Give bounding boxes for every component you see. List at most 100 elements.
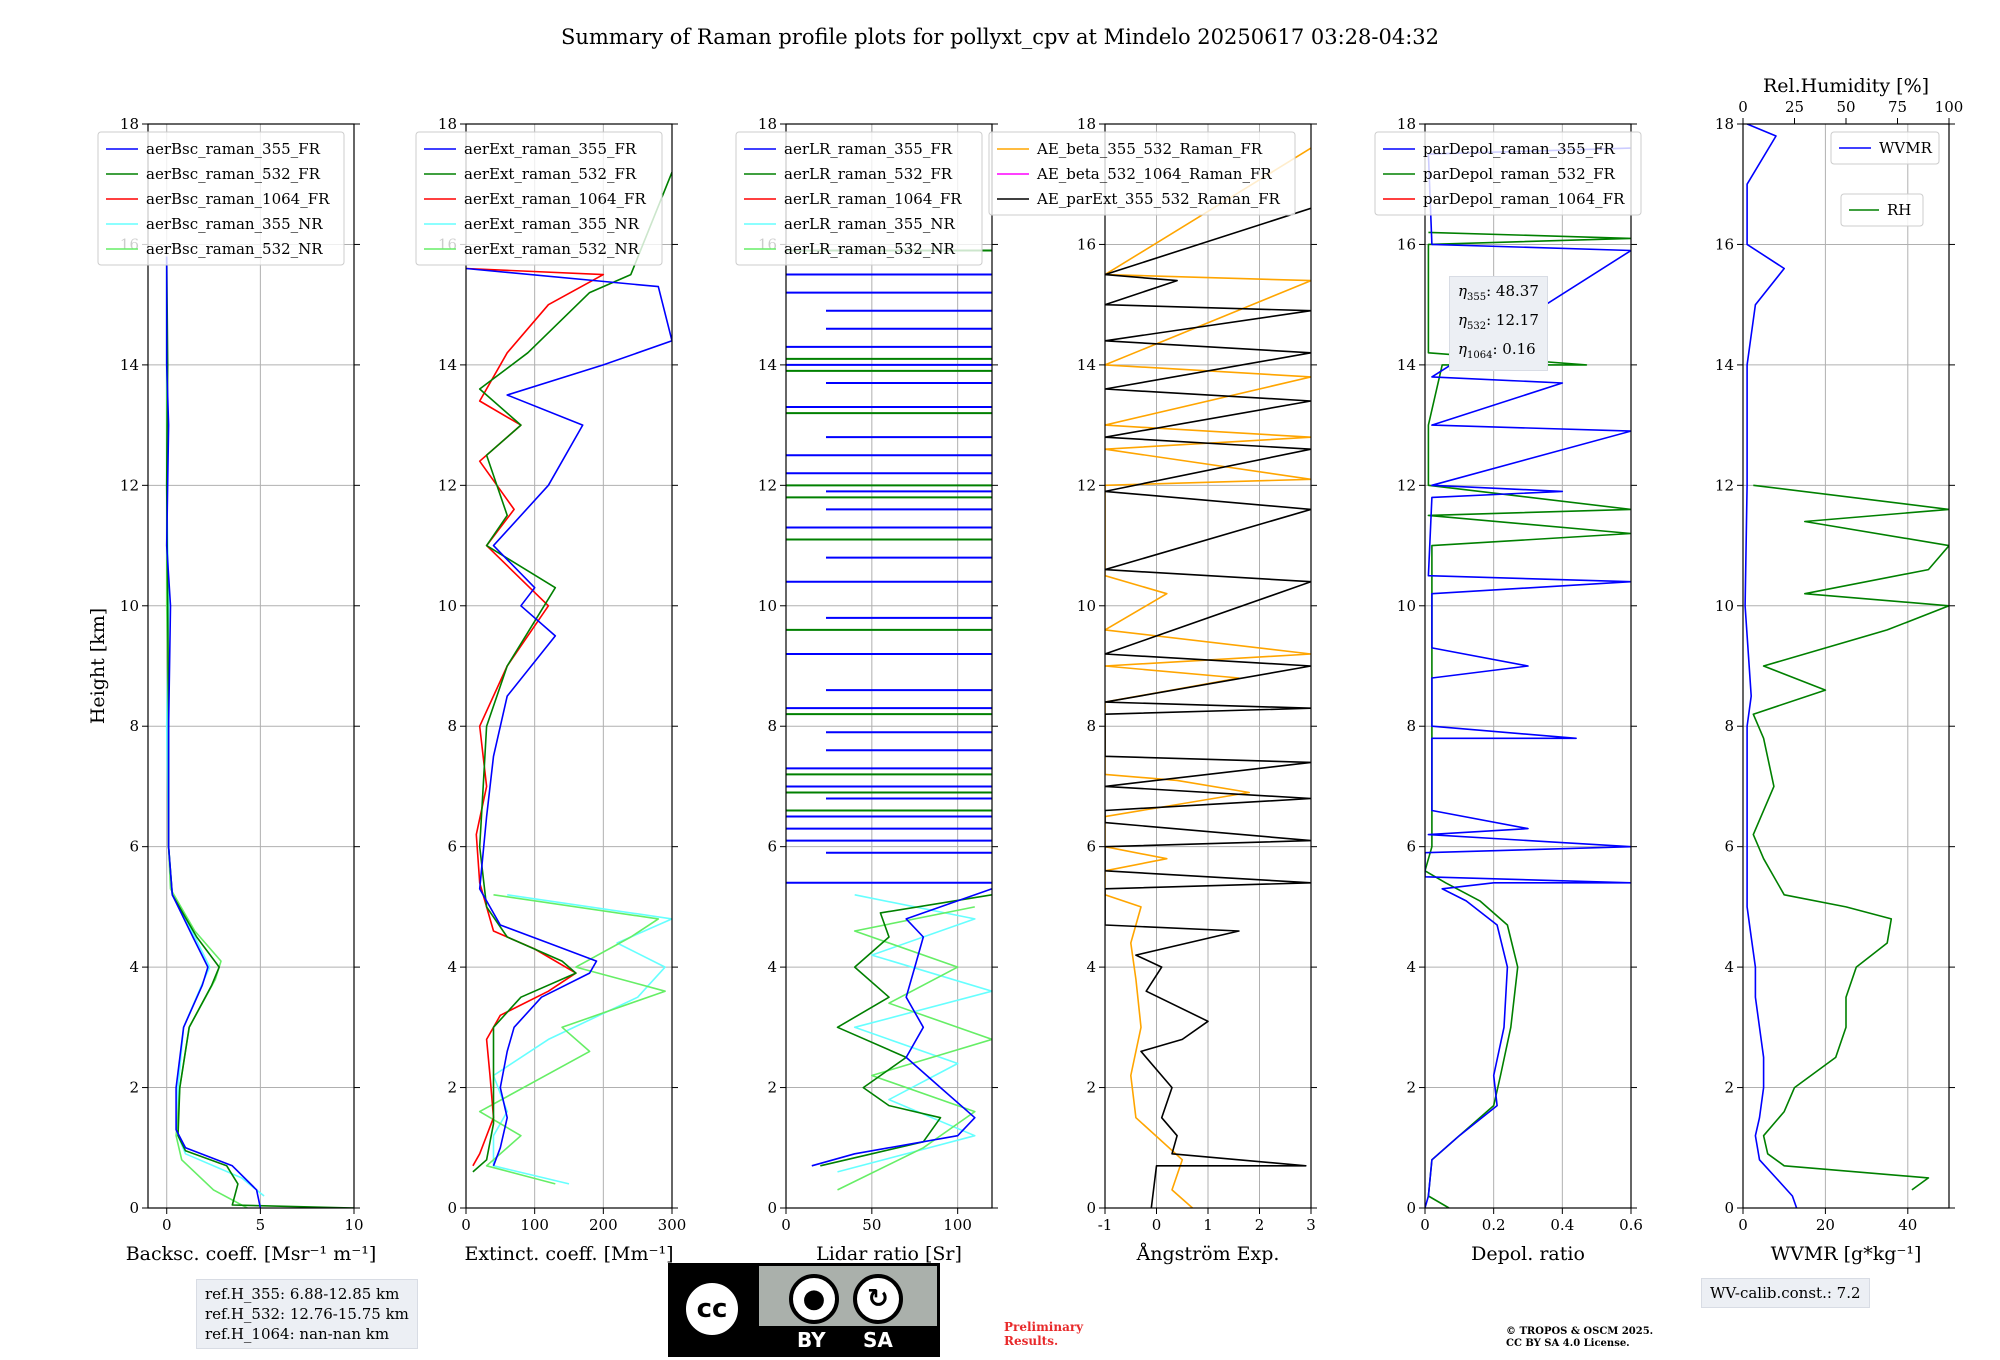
legend-label: aerBsc_raman_1064_FR xyxy=(146,190,330,208)
y-tick-label: 6 xyxy=(129,838,139,856)
legend-label: RH xyxy=(1887,201,1911,219)
y-tick-label: 16 xyxy=(1397,235,1416,253)
cc-license-badge: cc ● ↻ BY SA xyxy=(668,1263,940,1357)
legend-lidar_ratio: aerLR_raman_355_FR aerLR_raman_532_FR aerL… xyxy=(735,131,983,266)
x-tick-label: 3 xyxy=(1306,1216,1316,1234)
eta-1064: η1064: 0.16 xyxy=(1458,340,1536,361)
legend-label: aerLR_raman_355_FR xyxy=(784,140,953,158)
legend-label: aerLR_raman_532_NR xyxy=(784,240,955,258)
y-tick-label: 2 xyxy=(1724,1079,1734,1097)
axes-frame xyxy=(147,123,355,1209)
series-WVMR xyxy=(1744,124,1798,1208)
panel-backscatter: 0510024681012141618Backsc. coeff. [Msr⁻¹… xyxy=(87,115,376,1265)
y-tick-label: 0 xyxy=(129,1199,139,1217)
legend-angstrom: AE_beta_355_532_Raman_FR AE_beta_532_1064… xyxy=(988,131,1296,216)
y-tick-label: 8 xyxy=(129,717,139,735)
x-tick-label: 10 xyxy=(344,1216,363,1234)
series-RH xyxy=(1752,484,1949,1191)
eta-box: η355: 48.37 η532: 12.17 η1064: 0.16 xyxy=(1449,276,1548,371)
axes-frame xyxy=(1742,123,1950,1209)
panel-depol: 0 0.2 0.4 0.6 0 2 4 6 8 10 12 14 16 18 Depol. ratio par… xyxy=(1374,115,1643,1265)
x-axis-label: WVMR [g*kg⁻¹] xyxy=(1771,1243,1922,1265)
top-x-tick-label: 0 xyxy=(1738,98,1748,116)
y-tick-label: 18 xyxy=(1077,115,1096,133)
plot-area xyxy=(1744,124,1949,1208)
x-axis-label: Ångström Exp. xyxy=(1136,1243,1280,1265)
y-tick-label: 10 xyxy=(438,597,457,615)
y-tick-label: 2 xyxy=(767,1079,777,1097)
y-tick-label: 4 xyxy=(1724,958,1734,976)
x-tick-label: 100 xyxy=(943,1216,972,1234)
series-parDepol_raman_355_FR xyxy=(1425,147,1631,1208)
x-tick-label: 1 xyxy=(1203,1216,1213,1234)
legend-label: aerBsc_raman_355_FR xyxy=(146,140,321,158)
legend-label: aerLR_raman_355_NR xyxy=(784,215,955,233)
y-tick-label: 4 xyxy=(767,958,777,976)
legend-box xyxy=(415,131,663,266)
wv-calib-const: WV-calib.const.: 7.2 xyxy=(1710,1284,1861,1302)
x-tick-label: 20 xyxy=(1816,1216,1835,1234)
plot-area xyxy=(466,171,672,1185)
x-tick-label: 0.6 xyxy=(1619,1216,1643,1234)
legend-label: aerExt_raman_355_FR xyxy=(464,140,637,158)
legend-label: parDepol_raman_532_FR xyxy=(1423,165,1616,183)
y-tick-label: 0 xyxy=(1086,1199,1096,1217)
x-axis-label: Lidar ratio [Sr] xyxy=(816,1243,962,1265)
legend-depol: parDepol_raman_355_FR parDepol_raman_532_… xyxy=(1374,131,1642,216)
series-aerExt_raman_355_FR xyxy=(466,267,672,1167)
legend-label: aerExt_raman_532_FR xyxy=(464,165,637,183)
y-tick-label: 8 xyxy=(1086,717,1096,735)
x-tick-label: 0 xyxy=(461,1216,471,1234)
x-tick-label: 2 xyxy=(1255,1216,1265,1234)
legend-label: AE_beta_532_1064_Raman_FR xyxy=(1036,165,1272,183)
legend-box xyxy=(1840,193,1924,227)
y-tick-label: 14 xyxy=(1077,356,1096,374)
series-aerLR_raman_355_NR xyxy=(837,894,992,1173)
y-tick-label: 2 xyxy=(1406,1079,1416,1097)
y-tick-label: 12 xyxy=(1397,476,1416,494)
y-tick-label: 8 xyxy=(767,717,777,735)
axes-frame xyxy=(1424,123,1632,1209)
y-tick-label: 12 xyxy=(1715,476,1734,494)
legend-box xyxy=(988,131,1296,216)
x-tick-label: 0 xyxy=(781,1216,791,1234)
y-tick-label: 14 xyxy=(120,356,139,374)
y-tick-label: 6 xyxy=(1406,838,1416,856)
eta-532: η532: 12.17 xyxy=(1458,311,1539,332)
y-tick-label: 4 xyxy=(1086,958,1096,976)
legend-label: aerExt_raman_532_NR xyxy=(464,240,640,258)
legend-box xyxy=(97,131,345,266)
series-aerLR_raman_355_FR xyxy=(811,888,992,1167)
x-tick-label: 5 xyxy=(256,1216,266,1234)
legend-box xyxy=(735,131,983,266)
ref-height-355: ref.H_355: 6.88-12.85 km xyxy=(205,1285,400,1303)
x-tick-label: 0 xyxy=(1152,1216,1162,1234)
y-tick-label: 4 xyxy=(129,958,139,976)
x-axis-label: Backsc. coeff. [Msr⁻¹ m⁻¹] xyxy=(126,1243,377,1265)
y-tick-label: 12 xyxy=(438,476,457,494)
axes-frame xyxy=(785,123,993,1209)
preliminary-results-note: Preliminary Results. xyxy=(1004,1320,1083,1348)
y-tick-label: 10 xyxy=(1397,597,1416,615)
legend-label: parDepol_raman_355_FR xyxy=(1423,140,1616,158)
x-tick-label: 100 xyxy=(520,1216,549,1234)
legend-label: aerExt_raman_1064_FR xyxy=(464,190,646,208)
y-tick-label: 2 xyxy=(129,1079,139,1097)
panel-lidar_ratio: 050100024681012141618Lidar ratio [Sr]aer… xyxy=(735,115,998,1265)
x-tick-label: 50 xyxy=(862,1216,881,1234)
chart-panels: 0510024681012141618Backsc. coeff. [Msr⁻¹… xyxy=(87,75,1963,1265)
legend-label: aerExt_raman_355_NR xyxy=(464,215,640,233)
copyright-line-2: CC BY SA 4.0 License. xyxy=(1506,1338,1630,1349)
top-axis-label: Rel.Humidity [%] xyxy=(1763,75,1929,97)
y-tick-label: 4 xyxy=(1406,958,1416,976)
legend-label: aerLR_raman_532_FR xyxy=(784,165,953,183)
legend-backscatter: aerBsc_raman_355_FR aerBsc_raman_532_FRae… xyxy=(97,131,345,266)
x-tick-label: 0 xyxy=(1420,1216,1430,1234)
y-tick-label: 10 xyxy=(1715,597,1734,615)
legend-label: aerBsc_raman_532_NR xyxy=(146,240,323,258)
plot-area xyxy=(1105,147,1311,1208)
y-tick-label: 6 xyxy=(1724,838,1734,856)
y-tick-label: 0 xyxy=(447,1199,457,1217)
